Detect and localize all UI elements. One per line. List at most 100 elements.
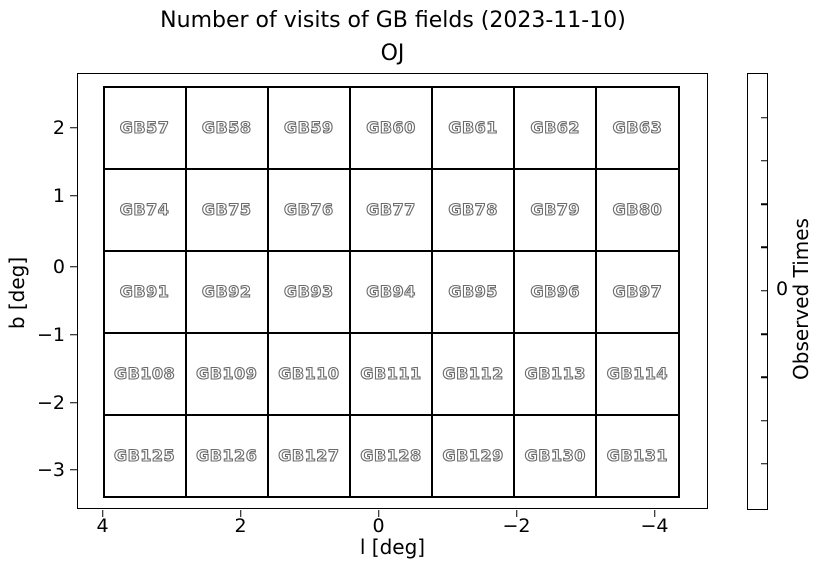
grid-cell: GB61 xyxy=(432,86,515,169)
field-grid: GB57 GB58 GB59 GB60 GB61 GB62 GB63 GB74 GB75 GB76… xyxy=(102,85,680,498)
y-tick-label: 1 xyxy=(52,184,65,207)
colorbar-tick-mark xyxy=(761,289,767,292)
colorbar-label: Observed Times xyxy=(789,218,813,380)
grid-cell: GB129 xyxy=(432,414,515,497)
x-tick-mark xyxy=(515,509,518,517)
field-label: GB93 xyxy=(284,281,334,301)
field-label: GB94 xyxy=(366,281,416,301)
grid-cell: GB97 xyxy=(596,250,679,333)
field-label: GB59 xyxy=(284,117,334,137)
x-tick-mark xyxy=(653,509,656,517)
y-tick-label: 2 xyxy=(52,116,65,139)
grid-cell: GB111 xyxy=(349,332,433,415)
grid-cell: GB110 xyxy=(267,332,350,415)
y-tick-label: 0 xyxy=(52,255,65,278)
x-tick-label: 2 xyxy=(234,515,247,537)
field-label: GB127 xyxy=(278,445,340,465)
grid-cell: GB131 xyxy=(596,414,679,497)
colorbar xyxy=(747,73,768,510)
plot-area: GB57 GB58 GB59 GB60 GB61 GB62 GB63 GB74 GB75 GB76… xyxy=(37,73,708,537)
x-tick-mark xyxy=(239,509,242,517)
grid-cell: GB63 xyxy=(596,86,679,169)
grid-cell: GB128 xyxy=(349,414,433,497)
grid-cell: GB75 xyxy=(185,168,268,251)
x-tick-label: −4 xyxy=(640,515,669,537)
grid-cell: GB57 xyxy=(103,86,186,169)
grid-cell: GB109 xyxy=(185,332,268,415)
field-label: GB76 xyxy=(284,199,334,219)
field-label: GB60 xyxy=(366,117,416,137)
field-label: GB109 xyxy=(196,363,258,383)
grid-cell: GB113 xyxy=(514,332,597,415)
grid-cell: GB60 xyxy=(349,86,433,169)
y-tick-mark xyxy=(69,194,77,197)
field-label: GB80 xyxy=(612,199,663,219)
field-label: GB92 xyxy=(201,281,252,301)
field-label: GB91 xyxy=(119,281,170,301)
grid-cell: GB114 xyxy=(596,332,679,415)
y-tick-label: −1 xyxy=(36,323,65,346)
colorbar-tick-mark xyxy=(761,116,767,119)
field-label: GB95 xyxy=(448,281,498,301)
field-label: GB57 xyxy=(119,117,170,137)
field-label: GB125 xyxy=(113,445,176,465)
field-label: GB126 xyxy=(196,445,258,465)
x-tick-label: 4 xyxy=(96,515,109,537)
grid-cell: GB79 xyxy=(514,168,597,251)
field-label: GB78 xyxy=(448,199,498,219)
y-tick-label: −2 xyxy=(36,391,65,414)
colorbar-tick-label: 0 xyxy=(775,278,789,300)
field-label: GB130 xyxy=(524,445,586,465)
grid-cell: GB92 xyxy=(185,250,268,333)
field-label: GB74 xyxy=(119,199,170,219)
grid-cell: GB62 xyxy=(514,86,597,169)
grid-cell: GB74 xyxy=(103,168,186,251)
field-label: GB97 xyxy=(612,281,663,301)
grid-cell: GB130 xyxy=(514,414,597,497)
y-tick-mark xyxy=(69,333,77,336)
x-axis-label: l [deg] xyxy=(359,535,426,559)
y-tick-mark xyxy=(69,401,77,404)
field-label: GB131 xyxy=(606,445,669,465)
field-label: GB63 xyxy=(612,117,663,137)
colorbar-tick-mark xyxy=(761,246,767,249)
colorbar-tick-mark xyxy=(761,419,767,422)
field-label: GB58 xyxy=(201,117,252,137)
y-tick-mark xyxy=(69,126,77,129)
field-label: GB128 xyxy=(360,445,422,465)
grid-cell: GB125 xyxy=(103,414,186,497)
grid-cell: GB95 xyxy=(432,250,515,333)
colorbar-tick-mark xyxy=(761,203,767,205)
field-label: GB111 xyxy=(360,363,422,383)
colorbar-tick-mark xyxy=(761,376,767,379)
x-tick-mark xyxy=(377,509,380,517)
y-tick-mark xyxy=(69,265,77,268)
y-axis-label: b [deg] xyxy=(5,256,29,330)
grid-cell: GB76 xyxy=(267,168,350,251)
chart-subtitle: OJ xyxy=(380,41,405,66)
grid-cell: GB126 xyxy=(185,414,268,497)
field-label: GB96 xyxy=(530,281,581,301)
colorbar-tick-mark xyxy=(761,160,767,162)
colorbar-tick-mark xyxy=(761,463,767,465)
grid-cell: GB96 xyxy=(514,250,597,333)
grid-cell: GB94 xyxy=(349,250,433,333)
grid-cell: GB91 xyxy=(103,250,186,333)
field-label: GB77 xyxy=(366,199,416,219)
colorbar-tick-mark xyxy=(761,333,767,335)
grid-cell: GB108 xyxy=(103,332,186,415)
grid-cell: GB58 xyxy=(185,86,268,169)
field-label: GB114 xyxy=(606,363,669,383)
field-label: GB75 xyxy=(201,199,252,219)
field-label: GB79 xyxy=(530,199,581,219)
y-tick-mark xyxy=(69,468,77,471)
y-tick-label: −3 xyxy=(36,458,65,481)
field-label: GB62 xyxy=(530,117,581,137)
x-tick-label: 0 xyxy=(372,515,385,537)
field-label: GB112 xyxy=(442,363,504,383)
grid-cell: GB112 xyxy=(432,332,515,415)
grid-cell: GB127 xyxy=(267,414,350,497)
grid-cell: GB78 xyxy=(432,168,515,251)
field-label: GB129 xyxy=(442,445,504,465)
